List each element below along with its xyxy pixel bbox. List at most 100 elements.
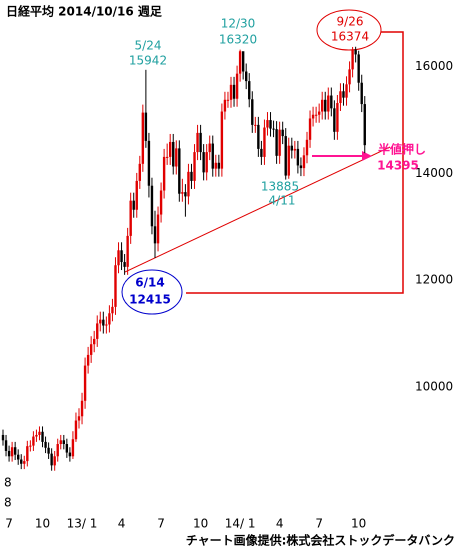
candle-body [175,148,178,167]
candle-body [132,200,135,210]
candle-body [360,82,363,105]
candle-body [99,319,102,324]
annotation: 14395 [377,159,419,173]
candle-body [232,84,236,99]
candle-body [202,152,205,173]
candle-body [284,136,287,176]
candle-body [251,99,254,125]
candle-body [190,171,193,181]
candle-body [165,156,169,158]
candle-body [296,148,300,166]
candle-body [181,192,184,194]
candle-body [153,226,157,244]
annotation: 12415 [129,293,171,307]
candle-body [263,127,266,157]
candle-body [35,434,38,437]
candle-body [20,459,23,464]
candle-body [68,452,72,457]
candle-body [38,431,41,435]
candle-body [111,306,114,314]
candle-body [4,440,8,451]
x-tick-label: 7 [157,517,165,531]
candle-body [324,99,327,112]
candle-body [187,171,190,197]
annotation: 4/11 [269,194,296,208]
candle-body [238,51,242,74]
candle-body [333,108,336,132]
candle-body [13,447,17,455]
candle-body [7,450,11,457]
annotation: 16320 [219,33,257,47]
arrow-head [362,151,372,161]
annotation: 12/30 [221,17,256,31]
x-tick-label: 7 [5,517,13,531]
y-tick-label: 10000 [415,379,453,393]
candle-body [245,71,248,82]
candle-body [330,95,333,109]
candle-body [169,141,172,157]
candle-body [220,111,224,169]
candle-body [56,444,59,457]
x-tick-label: 10 [193,517,208,531]
candle-body [1,434,5,441]
candle-body [29,445,32,447]
candle-body [308,118,312,140]
candle-body [342,91,345,98]
candle-body [17,454,20,460]
candle-body [114,265,117,307]
candle-body [150,185,154,227]
candle-body [269,120,272,129]
candle-body [47,447,50,454]
candle-body [126,235,129,267]
candle-body [89,344,93,355]
candle-body [184,192,187,197]
candle-body [65,444,69,453]
candle-body [199,132,202,153]
candle-body [120,250,123,263]
candle-body [336,103,339,132]
candle-body [172,141,175,167]
candle-body [287,145,290,176]
candle-body [41,431,44,442]
trend-line [124,146,391,273]
candle-body [241,51,245,72]
candle-body [62,440,65,445]
candle-body [108,313,111,325]
candle-body [311,114,315,119]
candle-body [302,155,306,169]
candle-body [196,132,199,153]
candle-body [275,129,278,156]
candle-body [321,99,324,112]
candle-body [354,49,357,55]
candle-body [223,99,227,112]
y-tick-label: 16000 [415,59,453,73]
candle-body [53,456,56,466]
candle-body [278,129,281,156]
candle-body [211,143,214,169]
annotation: 13885 [261,180,299,194]
x-tick-label: 7 [315,517,323,531]
candle-body [138,163,141,181]
candle-body [147,140,151,186]
x-tick-label: 10 [351,517,366,531]
candle-body [86,354,90,366]
x-tick-label: 13/ 1 [67,517,98,531]
x-tick-label: 4 [118,517,126,531]
candle-body [10,447,14,457]
candle-body [235,73,239,99]
candle-body [80,400,84,417]
candle-body [162,156,166,191]
candle-body [59,440,62,445]
x-tick-label: 10 [35,517,50,531]
x-tick-label: 4 [276,517,284,531]
candle-body [102,319,105,326]
annotation: 8 [4,496,12,510]
candle-body [314,114,318,116]
candle-body [272,128,275,130]
candle-body [178,148,181,194]
source-note: チャート画像提供:株式会社ストックデータバンク [186,533,455,548]
annotation: 半値押し [378,142,426,157]
y-tick-label: 14000 [415,166,453,180]
candle-body [159,190,163,215]
